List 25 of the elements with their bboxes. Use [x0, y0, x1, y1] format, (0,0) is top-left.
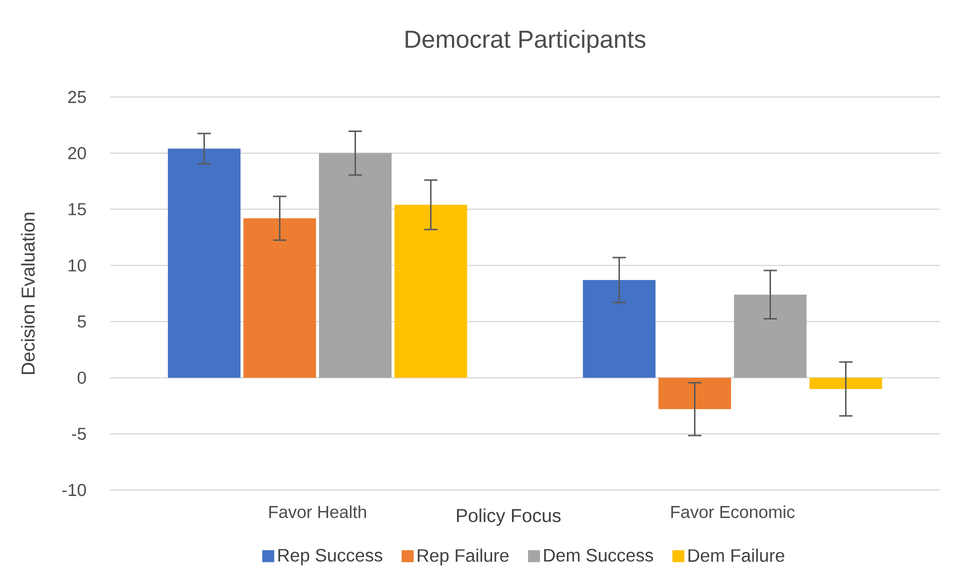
bar	[168, 148, 241, 378]
y-tick-label: 20	[68, 147, 86, 160]
bar	[809, 378, 882, 389]
bar	[734, 294, 807, 378]
bar	[318, 153, 392, 378]
chart-title: Democrat Participants	[406, 30, 646, 53]
legend-label: Dem Success	[544, 548, 654, 562]
bar	[394, 204, 468, 378]
bar	[658, 378, 732, 410]
y-tick-label: 0	[78, 372, 86, 384]
x-tick-label: Favor Health	[269, 505, 366, 518]
y-axis-title: Decision Evaluation	[21, 212, 35, 374]
y-tick-label: 25	[68, 90, 86, 104]
y-tick-label: 10	[68, 259, 86, 272]
y-tick-label: 15	[68, 203, 86, 216]
bar	[243, 218, 316, 378]
y-tick-label: 5	[78, 316, 86, 328]
bar	[582, 280, 656, 378]
y-tick-label: -5	[72, 428, 86, 440]
x-axis-title: Policy Focus	[457, 508, 561, 526]
legend-label: Rep Failure	[418, 548, 509, 566]
legend-label: Dem Failure	[688, 548, 784, 562]
legend-label: Rep Success	[278, 548, 382, 566]
y-tick-label: -10	[62, 484, 86, 496]
x-tick-label: Favor Economic	[671, 505, 795, 518]
